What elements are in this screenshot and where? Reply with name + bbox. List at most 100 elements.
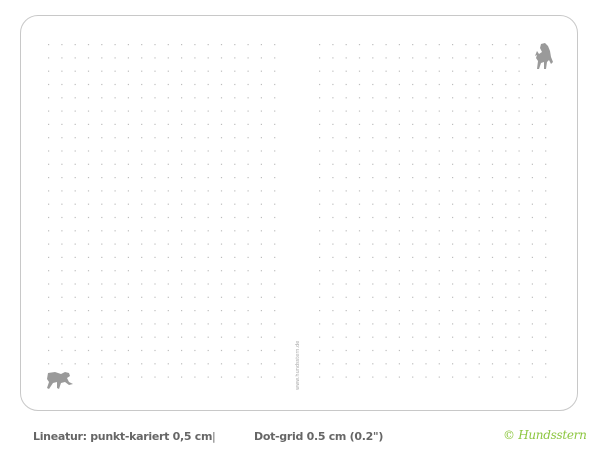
grid-dot [398,150,400,152]
grid-dot [319,256,321,258]
grid-dot [234,349,236,352]
grid-dot [491,57,494,59]
grid-dot [505,363,507,365]
grid-dot [518,270,520,272]
grid-dot [61,323,63,325]
grid-dot [247,216,249,219]
grid-dot [372,137,374,139]
grid-dot [345,230,347,232]
grid-dot [438,123,440,125]
grid-dot [274,216,276,219]
grid-dot [372,163,374,165]
grid-dot [425,216,427,219]
grid-dot [141,230,143,232]
grid-dot [385,83,387,86]
grid-dot [181,256,183,258]
grid-dot [518,190,520,192]
grid-dot [220,296,223,298]
grid-dot [385,123,387,125]
grid-dot [425,110,427,112]
grid-dot [412,230,414,232]
grid-dot [438,230,440,232]
grid-dot [452,230,454,232]
grid-dot [74,83,76,86]
grid-dot [220,123,223,125]
grid-dot [61,177,63,179]
grid-dot [154,110,156,112]
grid-dot [247,57,249,59]
grid-dot [452,256,454,258]
grid-dot [505,97,507,99]
grid-dot [194,83,196,86]
grid-dot [398,296,400,298]
grid-dot [465,150,467,152]
grid-dot [332,110,334,112]
grid-dot [478,310,480,312]
grid-dot [372,376,374,378]
grid-dot [412,57,414,59]
grid-dot [87,336,90,338]
grid-dot [478,163,480,165]
grid-dot [274,203,276,205]
grid-dot [101,243,103,245]
grid-dot [478,270,480,272]
grid-dot [452,283,454,285]
grid-dot [518,376,520,378]
grid-dot [505,230,507,232]
grid-dot [372,270,374,272]
grid-dot [207,230,209,232]
grid-dot [87,283,90,285]
grid-dot [505,163,507,165]
grid-dot [167,376,169,378]
grid-dot [127,216,129,219]
grid-dot [332,243,334,245]
grid-dot [234,44,236,46]
grid-dot [74,44,76,46]
grid-dot [545,323,547,325]
grid-dot [247,123,249,125]
grid-dot [372,310,374,312]
grid-dot [220,203,223,205]
grid-dot [372,44,374,46]
grid-dot [154,137,156,139]
grid-dot [372,296,374,298]
grid-dot [247,163,249,165]
grid-dot [545,137,547,139]
grid-dot [438,83,440,86]
grid-dot [141,296,143,298]
grid-dot [260,336,262,338]
grid-dot [127,336,129,338]
grid-dot [319,363,321,365]
grid-dot [181,110,183,112]
grid-dot [247,70,249,72]
grid-dot [465,230,467,232]
grid-dot [234,243,236,245]
grid-dot [385,376,387,378]
grid-dot [194,216,196,219]
grid-dot [319,310,321,312]
grid-dot [438,310,440,312]
grid-dot [425,203,427,205]
grid-dot [412,243,414,245]
grid-dot [425,57,427,59]
grid-dot [101,163,103,165]
grid-dot [247,97,249,99]
grid-dot [207,177,209,179]
grid-dot [114,349,116,352]
grid-dot [385,97,387,99]
grid-dot [358,310,361,312]
grid-dot [505,83,507,86]
grid-dot [154,163,156,165]
grid-dot [181,163,183,165]
grid-dot [141,363,143,365]
grid-dot [545,336,547,338]
grid-dot [234,177,236,179]
grid-dot [274,123,276,125]
grid-dot [260,97,262,99]
grid-dot [141,336,143,338]
grid-dot [319,97,321,99]
grid-dot [127,203,129,205]
grid-dot [260,57,262,59]
grid-dot [181,190,183,192]
grid-dot [358,323,361,325]
